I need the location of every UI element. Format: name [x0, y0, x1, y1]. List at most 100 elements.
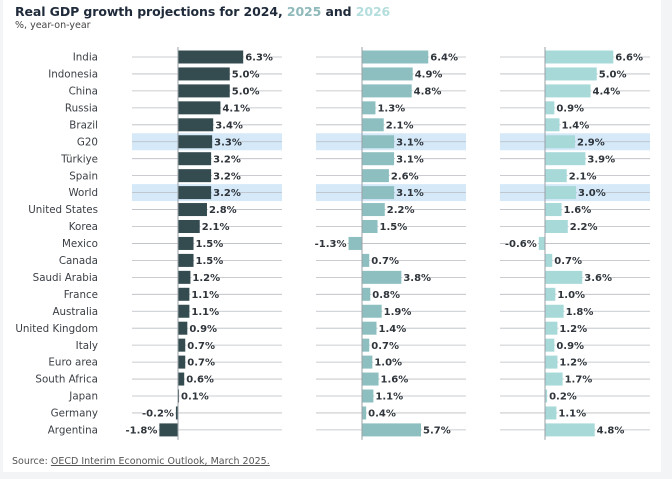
value-label-bg	[413, 67, 441, 80]
value-label-2025: 0.7%	[371, 341, 399, 352]
value-label-2026: 3.0%	[578, 188, 606, 199]
chart-title: Real GDP growth projections for 2024, 20…	[15, 4, 390, 19]
bar-2024	[178, 253, 194, 267]
bar-2025	[362, 270, 402, 284]
bar-2025	[348, 236, 362, 250]
title-year-2026: 2026	[355, 4, 391, 19]
value-label-bg	[186, 356, 213, 369]
value-label-2025: 2.6%	[391, 171, 419, 182]
category-label: India	[73, 52, 98, 64]
source-link[interactable]: OECD Interim Economic Outlook, March 202…	[50, 456, 270, 467]
value-label-2025: 1.0%	[374, 358, 402, 369]
value-label-bg	[370, 254, 397, 267]
value-label-2025: 2.2%	[387, 205, 415, 216]
bar-2024	[178, 338, 186, 352]
value-label-2024: 0.9%	[189, 324, 217, 335]
value-label-bg	[378, 220, 405, 233]
bar-2024	[178, 355, 186, 369]
value-label-bg	[230, 84, 258, 97]
value-label-2024: 3.4%	[215, 120, 243, 131]
value-label-bg	[371, 288, 398, 301]
value-label-2025: -1.3%	[315, 239, 347, 250]
bar-2024	[178, 321, 188, 335]
value-label-bg	[382, 305, 410, 318]
bar-2024	[178, 118, 214, 132]
value-label-2026: 0.7%	[554, 256, 582, 267]
value-label-2024: 5.0%	[232, 70, 260, 81]
value-label-2026: 1.8%	[566, 307, 594, 318]
value-label-2025: 1.4%	[378, 324, 406, 335]
bar-2024	[178, 203, 207, 217]
category-label: China	[69, 86, 98, 98]
value-label-2025: 0.8%	[372, 290, 400, 301]
bar-2025	[362, 135, 395, 149]
value-label-bg	[563, 373, 590, 386]
value-label-bg	[180, 390, 207, 402]
value-label-2024: 5.0%	[232, 87, 260, 98]
value-label-2024: 3.3%	[214, 137, 242, 148]
value-label-2024: 3.2%	[213, 188, 241, 199]
bar-2026	[545, 203, 562, 217]
value-label-2026: 1.4%	[561, 120, 589, 131]
value-label-bg	[558, 356, 585, 369]
value-label-bg	[421, 423, 449, 436]
value-label-2025: 4.9%	[415, 70, 443, 81]
bar-2025	[362, 169, 389, 183]
value-label-2026: 4.8%	[597, 426, 625, 437]
value-label-2025: 1.3%	[377, 103, 405, 114]
category-label: South Africa	[35, 374, 98, 386]
value-label-bg	[597, 67, 625, 80]
value-label-2024: -0.2%	[142, 409, 174, 420]
bar-2025	[362, 253, 370, 267]
value-label-2026: 0.9%	[556, 341, 584, 352]
value-label-bg	[142, 406, 175, 419]
value-label-bg	[395, 152, 422, 165]
value-label-2026: 3.6%	[584, 273, 612, 284]
value-label-bg	[212, 186, 239, 199]
value-label-bg	[221, 101, 248, 114]
chart-subtitle: %, year-on-year	[15, 20, 91, 31]
value-label-bg	[315, 237, 348, 250]
bar-2025	[362, 84, 412, 98]
bar-2026	[545, 186, 577, 200]
bar-2025	[362, 389, 374, 403]
category-label: Mexico	[62, 238, 98, 250]
bar-2024	[178, 152, 212, 166]
value-label-2025: 4.8%	[414, 87, 442, 98]
category-label: Australia	[52, 306, 98, 318]
chart-card: Real GDP growth projections for 2024, 20…	[3, 0, 661, 472]
value-label-bg	[188, 322, 215, 335]
value-label-bg	[194, 254, 221, 267]
value-label-2024: 4.1%	[222, 103, 250, 114]
bar-2025	[362, 321, 377, 335]
value-label-2026: 3.9%	[587, 154, 615, 165]
category-label: Japan	[68, 391, 98, 403]
bar-2026	[545, 287, 556, 301]
value-label-bg	[614, 51, 641, 63]
value-label-bg	[385, 203, 413, 216]
bar-2024	[178, 236, 194, 250]
bar-2026	[545, 304, 564, 318]
value-label-2026: 1.2%	[559, 358, 587, 369]
value-label-2025: 0.4%	[368, 409, 396, 420]
value-label-bg	[373, 356, 400, 369]
value-label-bg	[213, 135, 240, 148]
value-label-bg	[186, 339, 213, 352]
value-label-2025: 6.4%	[430, 53, 458, 64]
value-label-2025: 1.9%	[384, 307, 412, 318]
value-label-bg	[389, 169, 417, 182]
category-label: Euro area	[48, 357, 98, 369]
value-label-bg	[367, 406, 394, 419]
bar-2026	[545, 101, 555, 115]
title-and: and	[325, 4, 352, 19]
category-label: Germany	[51, 408, 98, 420]
value-label-2024: 3.2%	[213, 154, 241, 165]
bar-2025	[362, 304, 382, 318]
value-label-bg	[200, 220, 228, 233]
value-label-2026: 0.2%	[549, 392, 577, 403]
value-label-2024: 1.5%	[196, 239, 224, 250]
bar-2024	[178, 101, 221, 115]
bar-2024	[178, 169, 212, 183]
value-label-2026: 0.9%	[556, 103, 584, 114]
bar-2024	[178, 220, 200, 233]
